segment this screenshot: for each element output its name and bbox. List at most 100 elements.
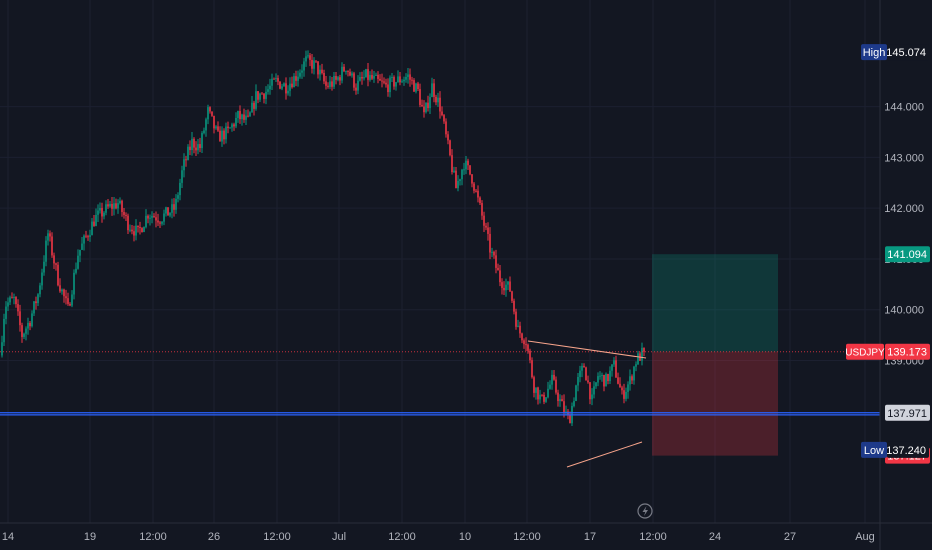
candle-body xyxy=(447,134,449,141)
candle-body xyxy=(125,214,127,216)
candle-body xyxy=(435,96,437,103)
candle-body xyxy=(11,297,13,299)
candle-body xyxy=(265,91,267,99)
candle-body xyxy=(183,159,185,171)
candle-body xyxy=(593,386,595,395)
candle-body xyxy=(225,126,227,140)
candle-body xyxy=(383,81,385,83)
candle-body xyxy=(15,296,17,305)
candle-body xyxy=(527,344,529,351)
symbol-tag-text: USDJPY xyxy=(845,348,885,359)
time-tick-label: 12:00 xyxy=(263,531,291,543)
candle-body xyxy=(445,121,447,135)
candle-body xyxy=(273,78,275,80)
candle-body xyxy=(303,61,305,71)
candle-body xyxy=(289,83,291,91)
candle-body xyxy=(523,340,525,345)
candle-body xyxy=(347,70,349,72)
grid xyxy=(0,0,880,523)
candle-body xyxy=(193,138,195,148)
candle-body xyxy=(487,227,489,234)
candle-body xyxy=(51,236,53,256)
symbol-tag[interactable]: USDJPY xyxy=(845,343,885,360)
loss-zone[interactable] xyxy=(652,351,778,456)
candle-body xyxy=(25,328,27,334)
target-price-badge-bg xyxy=(885,246,930,263)
candle-body xyxy=(57,264,59,286)
candle-body xyxy=(631,376,633,381)
candle-body xyxy=(453,170,455,173)
candle-body xyxy=(107,204,109,207)
triangle-upper-trendline[interactable] xyxy=(527,340,647,359)
candle-body xyxy=(517,325,519,327)
candle-body xyxy=(437,97,439,103)
low-label-label: Low xyxy=(864,445,884,457)
candle-body xyxy=(419,89,421,105)
last-price-badge[interactable]: 139.173 xyxy=(885,343,930,360)
candle-body xyxy=(321,69,323,74)
candle-body xyxy=(367,69,369,80)
candle-body xyxy=(293,76,295,88)
candle-body xyxy=(591,394,593,400)
candle-body xyxy=(641,347,643,361)
candle-body xyxy=(421,104,423,107)
target-price-badge-text: 141.094 xyxy=(887,249,927,261)
candle-body xyxy=(471,174,473,184)
low-label-value-bg xyxy=(887,441,929,458)
high-label: High 145.074 xyxy=(861,44,929,61)
candle-body xyxy=(87,236,89,238)
candle-body xyxy=(561,399,563,402)
candle-body xyxy=(485,225,487,228)
candle-body xyxy=(127,215,129,231)
candle-body xyxy=(177,195,179,199)
target-price-badge[interactable]: 141.094 xyxy=(885,246,930,263)
candle-body xyxy=(327,85,329,87)
candle-body xyxy=(117,203,119,209)
candle-body xyxy=(589,382,591,400)
candle-body xyxy=(567,411,569,416)
candle-body xyxy=(379,78,381,81)
time-tick-label: Aug xyxy=(855,531,875,543)
candle-body xyxy=(283,83,285,87)
candle-body xyxy=(67,298,69,304)
candle-body xyxy=(533,377,535,393)
price-axis[interactable]: 144.000143.000142.000141.000140.000139.0… xyxy=(845,44,930,464)
time-tick-label: 12:00 xyxy=(513,531,541,543)
candle-body xyxy=(149,217,151,219)
candle-body xyxy=(33,301,35,314)
candle-body xyxy=(583,365,585,368)
candle-body xyxy=(377,74,379,79)
candle-body xyxy=(101,207,103,217)
candle-body xyxy=(325,81,327,86)
candle-body xyxy=(249,112,251,117)
candle-body xyxy=(433,83,435,97)
candle-body xyxy=(239,111,241,120)
triangle-lower-trendline[interactable] xyxy=(566,441,643,468)
profit-zone[interactable] xyxy=(652,254,778,352)
candle-body xyxy=(21,325,23,337)
candle-body xyxy=(329,81,331,87)
candle-body xyxy=(455,170,457,189)
candle-body xyxy=(13,296,15,298)
candle-body xyxy=(313,60,315,69)
candle-body xyxy=(29,322,31,327)
support-price-badge[interactable]: 137.971 xyxy=(885,404,930,421)
time-axis[interactable]: 14 19 12:00 26 12:00 Jul 12:00 10 12:00 17 12:00 24… xyxy=(2,531,875,543)
candle-body xyxy=(49,233,51,237)
candle-body xyxy=(389,77,391,93)
lightning-icon[interactable] xyxy=(637,503,653,519)
candle-body xyxy=(261,93,263,95)
time-tick-label: 17 xyxy=(584,531,596,543)
candle-body xyxy=(63,289,65,297)
candle-body xyxy=(299,72,301,77)
high-label-tag xyxy=(861,44,887,61)
candle-body xyxy=(259,93,261,100)
time-tick-label: 12:00 xyxy=(139,531,167,543)
candle-body xyxy=(393,77,395,87)
price-tick-label: 140.000 xyxy=(884,305,924,317)
candle-body xyxy=(373,75,375,79)
candle-body xyxy=(167,207,169,216)
candle-body xyxy=(335,76,337,80)
candle-body xyxy=(449,140,451,156)
